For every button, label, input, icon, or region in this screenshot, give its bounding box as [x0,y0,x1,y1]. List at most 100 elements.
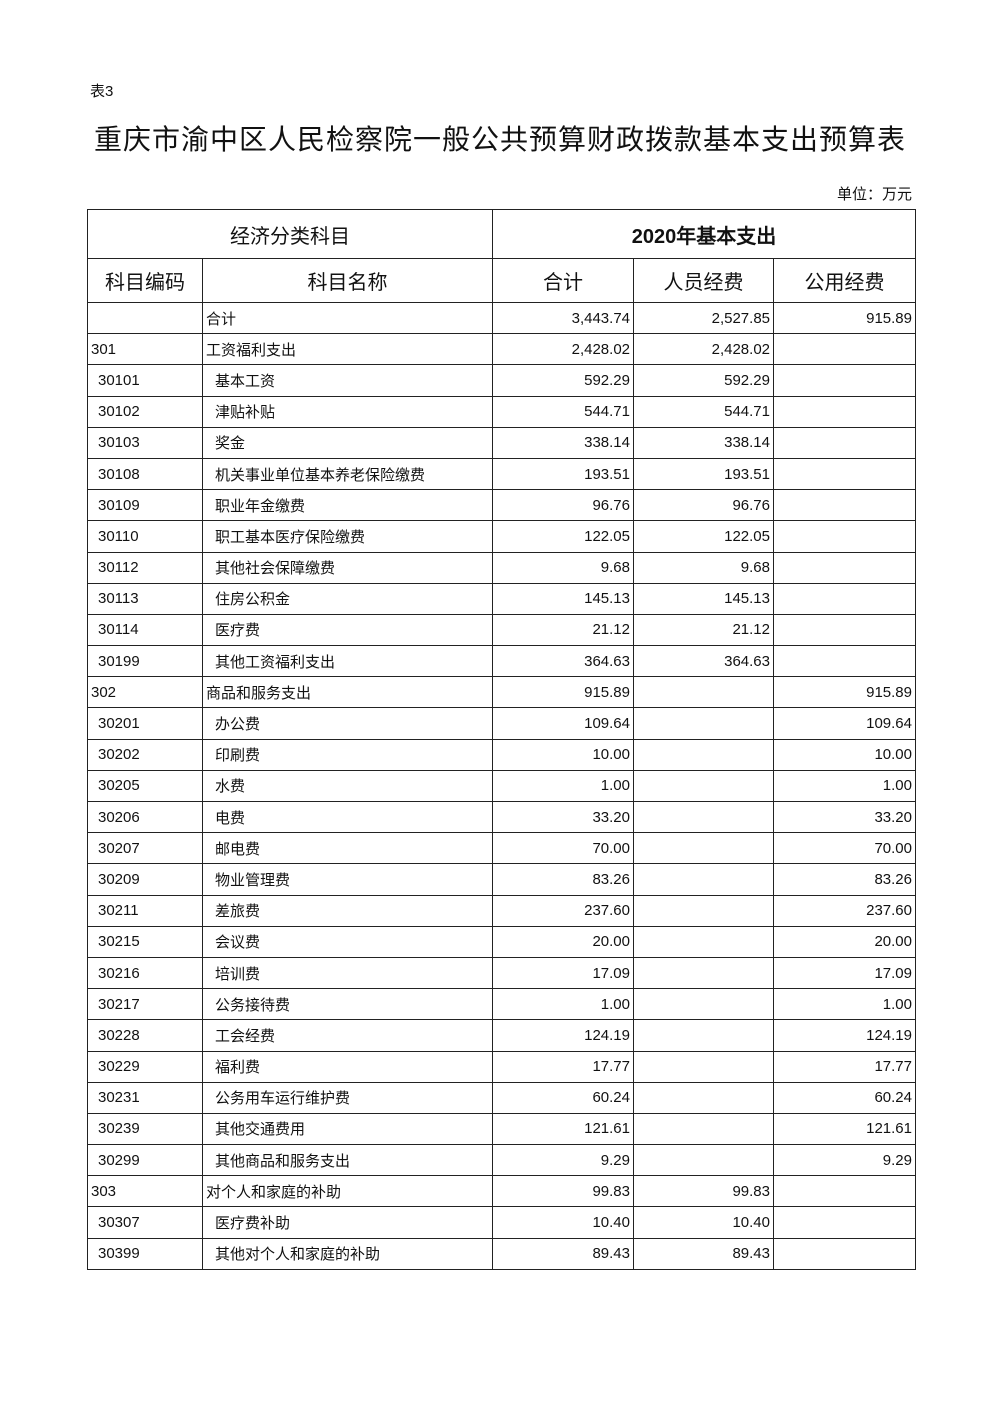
cell-name: 合计 [202,301,493,335]
cell-name: 对个人和家庭的补助 [202,1175,493,1208]
header-code: 科目编码 [87,258,203,303]
cell-name: 住房公积金 [202,582,493,615]
table-row: 30239 其他交通费用 121.61 121.61 [87,1112,916,1146]
table-number: 表3 [90,83,114,100]
cell-name: 办公费 [202,707,493,740]
cell-code: 302 [87,676,203,709]
cell-public: 915.89 [773,676,916,709]
table-row: 30209 物业管理费 83.26 83.26 [87,863,916,896]
cell-personnel [633,769,774,803]
cell-personnel: 96.76 [633,489,774,522]
cell-public [773,520,916,553]
cell-code: 30207 [87,832,203,865]
cell-code: 30231 [87,1081,203,1114]
cell-total: 2,428.02 [492,333,634,366]
cell-code: 30102 [87,395,203,428]
cell-code: 303 [87,1175,203,1208]
cell-name: 医疗费 [202,613,493,647]
table-row: 30215 会议费 20.00 20.00 [87,925,916,958]
cell-total: 1.00 [492,769,634,803]
cell-name: 津贴补贴 [202,395,493,428]
cell-total: 1.00 [492,988,634,1021]
cell-personnel: 193.51 [633,457,774,491]
cell-code: 30114 [87,613,203,647]
table-row: 30216 培训费 17.09 17.09 [87,956,916,990]
header-2020-basic-expenditure: 2020年基本支出 [492,209,916,259]
cell-total: 915.89 [492,676,634,709]
cell-code: 30108 [87,457,203,491]
table-row: 合计 3,443.74 2,527.85 915.89 [87,301,916,335]
header-public: 公用经费 [773,258,916,303]
cell-name: 其他交通费用 [202,1112,493,1146]
cell-personnel [633,894,774,927]
cell-personnel: 21.12 [633,613,774,647]
cell-personnel: 10.40 [633,1206,774,1239]
cell-name: 其他对个人和家庭的补助 [202,1237,493,1270]
header-total: 合计 [492,258,634,303]
cell-name: 职工基本医疗保险缴费 [202,520,493,553]
header-personnel: 人员经费 [633,258,774,303]
cell-personnel [633,707,774,740]
cell-total: 96.76 [492,489,634,522]
cell-code: 30112 [87,551,203,584]
cell-public [773,426,916,459]
cell-personnel [633,925,774,958]
cell-name: 培训费 [202,956,493,990]
cell-personnel [633,988,774,1021]
cell-total: 338.14 [492,426,634,459]
cell-code: 30239 [87,1112,203,1146]
cell-total: 544.71 [492,395,634,428]
cell-personnel: 338.14 [633,426,774,459]
table-row: 30299 其他商品和服务支出 9.29 9.29 [87,1144,916,1177]
budget-table: 经济分类科目 2020年基本支出 科目编码 科目名称 合计 人员经费 公用经费 … [87,209,916,1270]
cell-total: 121.61 [492,1112,634,1146]
table-row: 30109 职业年金缴费 96.76 96.76 [87,489,916,522]
cell-public: 83.26 [773,863,916,896]
cell-public [773,457,916,491]
cell-personnel [633,956,774,990]
cell-name: 基本工资 [202,364,493,397]
cell-public [773,489,916,522]
cell-name: 其他社会保障缴费 [202,551,493,584]
table-row: 30113 住房公积金 145.13 145.13 [87,582,916,615]
cell-personnel: 2,527.85 [633,301,774,335]
cell-name: 福利费 [202,1050,493,1083]
cell-total: 592.29 [492,364,634,397]
cell-total: 10.40 [492,1206,634,1239]
cell-code: 30307 [87,1206,203,1239]
cell-code: 30229 [87,1050,203,1083]
cell-name: 工会经费 [202,1019,493,1052]
table-row: 302 商品和服务支出 915.89 915.89 [87,676,916,709]
cell-public: 33.20 [773,800,916,834]
cell-public [773,613,916,647]
cell-code: 30217 [87,988,203,1021]
cell-code: 30109 [87,489,203,522]
cell-public: 20.00 [773,925,916,958]
cell-name: 公务用车运行维护费 [202,1081,493,1114]
cell-code: 30199 [87,645,203,678]
cell-personnel: 89.43 [633,1237,774,1270]
header-row-columns: 科目编码 科目名称 合计 人员经费 公用经费 [87,258,916,303]
cell-total: 17.09 [492,956,634,990]
table-row: 30399 其他对个人和家庭的补助 89.43 89.43 [87,1237,916,1270]
cell-name: 水费 [202,769,493,803]
cell-public [773,333,916,366]
table-row: 30110 职工基本医疗保险缴费 122.05 122.05 [87,520,916,553]
cell-public: 1.00 [773,769,916,803]
cell-total: 124.19 [492,1019,634,1052]
cell-personnel: 544.71 [633,395,774,428]
cell-personnel: 122.05 [633,520,774,553]
cell-total: 33.20 [492,800,634,834]
table-row: 301 工资福利支出 2,428.02 2,428.02 [87,333,916,366]
cell-total: 21.12 [492,613,634,647]
cell-public: 10.00 [773,738,916,771]
table-row: 30207 邮电费 70.00 70.00 [87,832,916,865]
cell-personnel: 364.63 [633,645,774,678]
cell-code: 301 [87,333,203,366]
cell-personnel: 9.68 [633,551,774,584]
cell-total: 89.43 [492,1237,634,1270]
cell-personnel [633,863,774,896]
cell-code: 30202 [87,738,203,771]
cell-public: 17.09 [773,956,916,990]
cell-total: 3,443.74 [492,301,634,335]
